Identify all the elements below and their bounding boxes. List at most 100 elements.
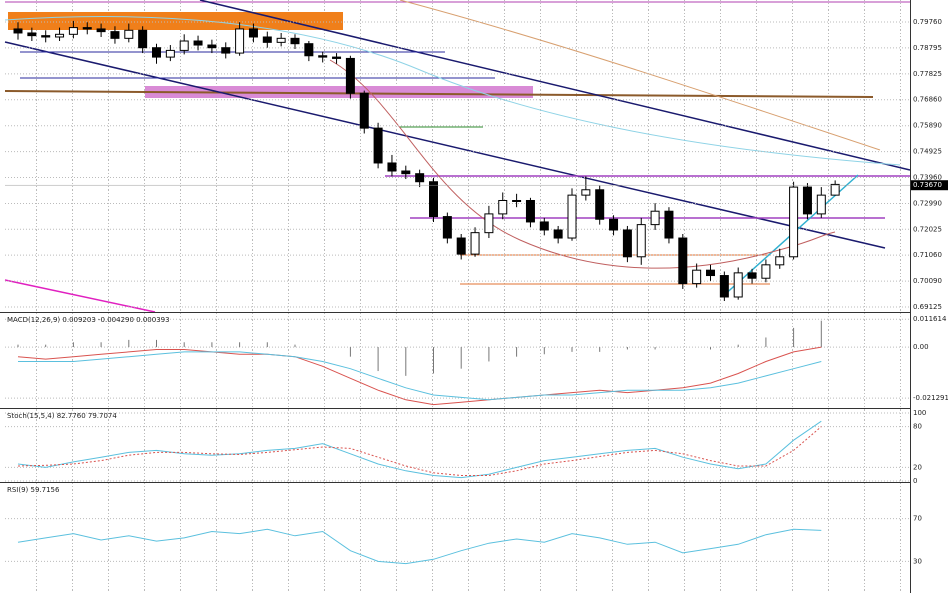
candle-body (789, 186, 799, 258)
candle-body (761, 264, 771, 279)
panel-label: Stoch(15,5,4) 82.7760 79.7074 (7, 412, 117, 420)
indicator-line (17, 426, 822, 476)
candle-body (262, 36, 272, 43)
candle-body (82, 27, 92, 30)
panel-label: MACD(12,26,9) 0.009203 -0.004290 0.00039… (7, 316, 170, 324)
candle-body (539, 221, 549, 231)
zone (8, 12, 343, 30)
y-tick-label: 0.75890 (913, 122, 942, 130)
trend-line (199, 0, 911, 171)
candle-body (429, 181, 438, 218)
candle-body (733, 272, 743, 298)
candle-body (68, 27, 78, 35)
price-box (911, 180, 948, 191)
candle-body (152, 47, 161, 58)
candle-body (692, 269, 702, 285)
candle-body (567, 194, 577, 239)
candle-body (456, 237, 466, 255)
candle-body (775, 256, 785, 266)
candle-body (373, 127, 383, 164)
y-tick-label: 0.74925 (913, 148, 942, 156)
candle-body (512, 199, 522, 202)
trend-line (4, 41, 886, 249)
panel-label: RSI(9) 59.7156 (7, 486, 60, 494)
indicator-line (17, 528, 822, 565)
candle-body (55, 33, 65, 38)
candle-body (345, 57, 355, 94)
y-tick-label: 0 (913, 477, 917, 485)
y-tick-label: -0.021291 (913, 394, 948, 402)
candle-body (41, 35, 51, 38)
drawing-line (4, 279, 156, 313)
candle-body (664, 210, 674, 239)
candle-body (110, 31, 120, 39)
y-tick-label: 20 (913, 463, 922, 471)
candle-body (609, 218, 619, 231)
candle-body (650, 210, 660, 226)
candle-body (27, 32, 37, 37)
candle-body (304, 43, 314, 57)
candle-body (581, 189, 591, 196)
y-tick-label: 0.71060 (913, 251, 942, 259)
candle-body (332, 56, 342, 59)
indicator-line (17, 420, 822, 479)
y-tick-label: 100 (913, 409, 926, 417)
candle-body (193, 40, 203, 46)
candle-body (221, 47, 231, 54)
y-tick-label: 0.78795 (913, 44, 942, 52)
moving-average (4, 16, 901, 166)
candle-body (235, 28, 245, 54)
candle-body (290, 37, 300, 45)
vertical-grid (5, 0, 910, 593)
candle-body (248, 28, 258, 38)
indicator-line (18, 351, 822, 401)
candle-body (415, 173, 425, 183)
candle-body (802, 186, 812, 215)
candle-body (96, 28, 106, 33)
indicator-line (17, 346, 822, 406)
candle-body (830, 183, 840, 196)
candle-body (207, 44, 217, 49)
candle-body (318, 55, 328, 58)
candle-body (276, 37, 286, 43)
y-tick-label: 0.77825 (913, 70, 942, 78)
y-tick-label: 0.011614 (913, 315, 947, 323)
candle-body (387, 162, 397, 172)
candle-body (179, 40, 189, 51)
candle-body (719, 275, 729, 298)
candle-body (165, 49, 175, 58)
price-label: 0.73670 (913, 181, 942, 189)
candle-body (553, 229, 563, 239)
candle-body (470, 232, 480, 255)
y-tick-label: 0.76860 (913, 96, 942, 104)
y-tick-label: 0.72025 (913, 225, 942, 233)
candle-body (442, 216, 452, 239)
candle-body (13, 28, 23, 34)
candle-body (401, 170, 411, 175)
drawing-line (4, 90, 874, 98)
y-tick-label: 70 (913, 515, 922, 523)
candle-body (816, 194, 826, 215)
y-tick-label: 30 (913, 557, 922, 565)
candle-body (622, 229, 632, 258)
y-tick-label: 0.72990 (913, 199, 942, 207)
candle-body (525, 199, 535, 223)
y-tick-label: 0.79760 (913, 18, 942, 26)
moving-average (399, 0, 881, 151)
candle-body (359, 92, 369, 129)
y-tick-label: 0.69125 (913, 303, 942, 311)
candle-body (706, 269, 715, 277)
y-tick-label: 0.73960 (913, 173, 942, 181)
candle-body (636, 224, 646, 258)
candle-body (124, 29, 134, 39)
y-tick-label: 0.70090 (913, 277, 942, 285)
candle-body (484, 213, 494, 234)
y-tick-label: 0.00 (913, 343, 929, 351)
y-tick-label: 80 (913, 423, 922, 431)
candle-body (678, 237, 688, 285)
candle-body (498, 199, 508, 215)
zone (145, 86, 533, 98)
candle-body (747, 272, 757, 279)
candle-body (595, 189, 605, 220)
